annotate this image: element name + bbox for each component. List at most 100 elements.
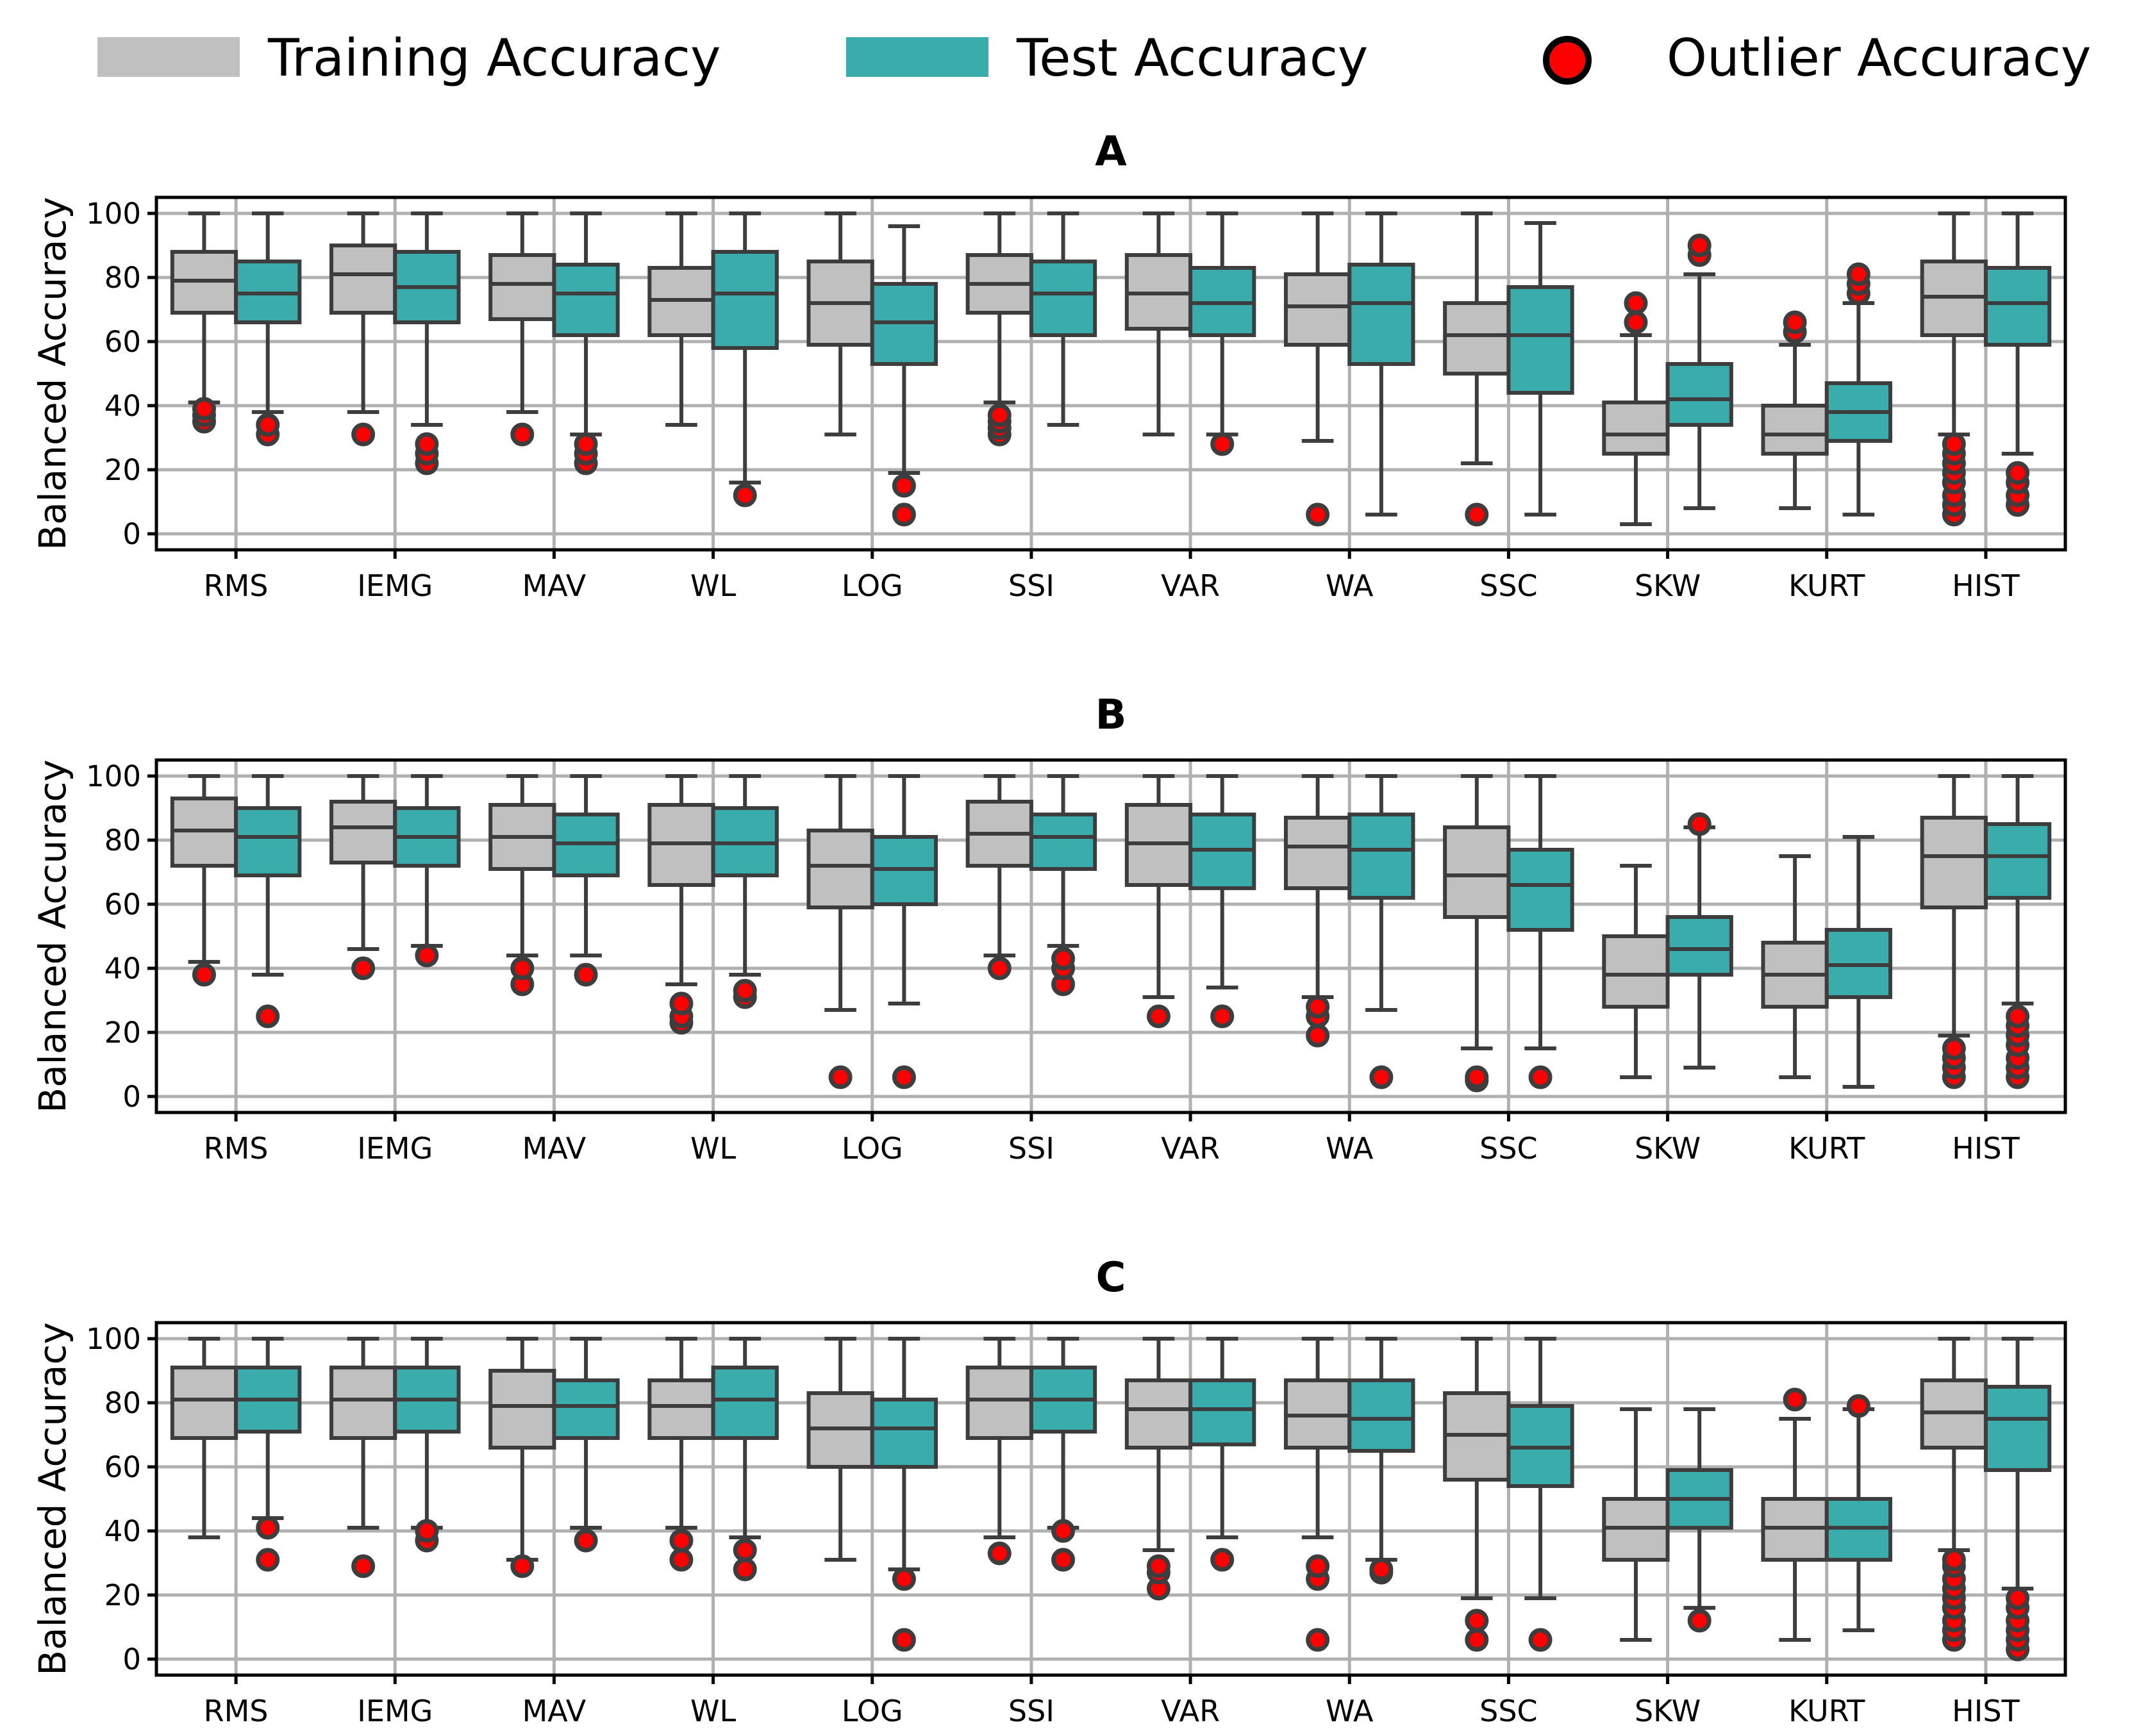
test-box-kurt — [1824, 262, 1893, 517]
test-box-hist — [1983, 774, 2052, 1089]
outlier-point — [1687, 812, 1711, 836]
outlier-point — [892, 474, 916, 498]
ytick-label: 80 — [104, 1386, 141, 1420]
train-box-wl — [647, 774, 715, 1035]
outlier-point — [733, 1557, 757, 1582]
test-box-rms — [234, 211, 302, 447]
test-box-iemg — [393, 1337, 461, 1553]
box-iqr — [1983, 1385, 2052, 1472]
test-box-mav — [552, 1337, 620, 1553]
box-iqr — [965, 1366, 1033, 1440]
train-box-log — [806, 774, 874, 1089]
train-box-wa — [1283, 1337, 1352, 1652]
test-box-kurt — [1824, 1394, 1893, 1632]
ytick-label: 60 — [104, 325, 141, 359]
xtick-label: KURT — [1788, 1131, 1865, 1166]
test-box-hist — [1983, 211, 2052, 517]
outlier-point — [892, 1628, 916, 1652]
outlier-point — [987, 403, 1012, 427]
train-box-ssi — [965, 211, 1033, 447]
outlier-point — [510, 956, 535, 980]
outlier-point — [733, 483, 757, 508]
train-box-skw — [1602, 864, 1670, 1079]
test-box-iemg — [393, 774, 461, 968]
test-box-ssi — [1029, 1337, 1097, 1572]
test-box-ssc — [1506, 774, 1574, 1089]
xtick-label: WA — [1326, 1694, 1374, 1728]
box-iqr — [1347, 813, 1415, 900]
outlier-point — [1306, 995, 1330, 1019]
box-iqr — [1761, 404, 1829, 456]
box-iqr — [647, 1378, 715, 1440]
box-iqr — [329, 800, 397, 864]
outlier-point — [1051, 1548, 1076, 1572]
box-iqr — [1506, 285, 1574, 395]
xtick-label: HIST — [1952, 568, 2020, 603]
outlier-point — [2006, 461, 2030, 485]
train-box-wl — [647, 211, 715, 427]
outlier-point — [256, 413, 280, 437]
panel-title: C — [1096, 1254, 1126, 1302]
xtick-label: SSI — [1008, 568, 1054, 603]
outlier-point — [1624, 310, 1648, 335]
train-box-skw — [1602, 1407, 1670, 1642]
train-box-ssi — [965, 1337, 1033, 1566]
test-box-iemg — [393, 211, 461, 475]
train-box-rms — [170, 774, 238, 987]
outlier-point — [192, 397, 216, 421]
xtick-label: IEMG — [357, 568, 433, 603]
outlier-point — [574, 432, 598, 456]
outlier-point — [1942, 1036, 1966, 1061]
test-box-skw — [1665, 233, 1733, 510]
train-box-iemg — [329, 211, 397, 447]
outlier-point — [892, 502, 916, 527]
ytick-label: 0 — [122, 517, 141, 551]
xtick-label: LOG — [842, 1131, 903, 1166]
train-box-wa — [1283, 211, 1352, 527]
outlier-point — [256, 1004, 280, 1029]
train-box-iemg — [329, 1337, 397, 1578]
test-box-kurt — [1824, 835, 1893, 1089]
outlier-point — [1783, 1387, 1807, 1412]
xtick-label: SSC — [1479, 1694, 1538, 1728]
outlier-point — [415, 1519, 439, 1543]
xtick-label: SKW — [1635, 1131, 1701, 1166]
xtick-label: LOG — [842, 568, 903, 603]
y-axis-label: Balanced Accuracy — [31, 197, 74, 550]
axes-frame — [154, 1321, 2067, 1677]
legend-outlier-marker — [1543, 36, 1592, 85]
ytick-label: 60 — [104, 1450, 141, 1484]
xtick-label: VAR — [1161, 568, 1220, 603]
ytick-label: 80 — [104, 823, 141, 857]
train-box-wa — [1283, 774, 1352, 1048]
test-box-log — [870, 774, 938, 1089]
ytick-label: 40 — [104, 1514, 141, 1548]
xtick-label: SSI — [1008, 1131, 1054, 1166]
ytick-label: 40 — [104, 952, 141, 986]
xtick-label: IEMG — [357, 1131, 433, 1166]
outlier-point — [669, 1548, 694, 1572]
xtick-label: VAR — [1161, 1694, 1220, 1728]
test-box-wa — [1347, 211, 1415, 517]
panel-title: B — [1095, 691, 1127, 739]
box-iqr — [329, 1366, 397, 1440]
outlier-point — [733, 1538, 757, 1562]
test-box-wl — [711, 774, 779, 1009]
outlier-point — [2006, 1004, 2030, 1029]
box-iqr — [1347, 1378, 1415, 1453]
box-iqr — [488, 1369, 556, 1450]
outlier-point — [510, 1554, 535, 1578]
outlier-point — [1306, 1554, 1330, 1578]
test-box-ssc — [1506, 221, 1574, 517]
test-box-var — [1188, 774, 1256, 1029]
box-iqr — [1029, 813, 1097, 871]
xtick-label: SSC — [1479, 1131, 1538, 1166]
test-box-skw — [1665, 1407, 1733, 1633]
outlier-point — [669, 991, 694, 1016]
train-box-hist — [1920, 211, 1988, 527]
box-iqr — [870, 1398, 938, 1469]
box-iqr — [1283, 272, 1352, 347]
ytick-label: 20 — [104, 1578, 141, 1612]
outlier-point — [1783, 310, 1807, 335]
box-iqr — [711, 1366, 779, 1440]
